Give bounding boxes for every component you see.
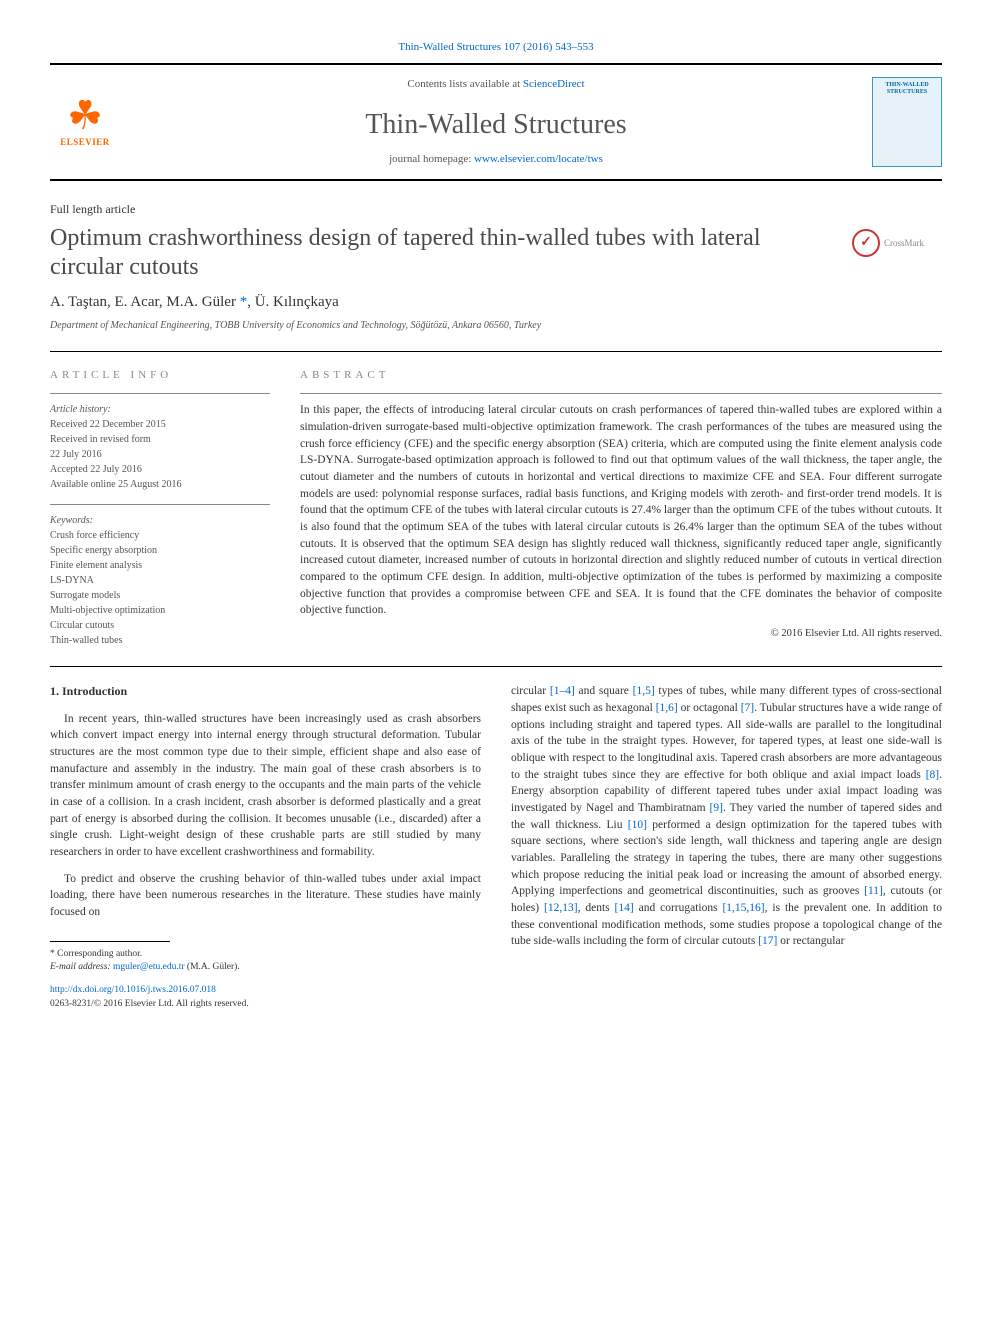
article-info-column: article info Article history: Received 2… bbox=[50, 368, 270, 648]
history-line: 22 July 2016 bbox=[50, 447, 270, 462]
body-paragraph: circular [1–4] and square [1,5] types of… bbox=[511, 683, 942, 950]
ref-link[interactable]: [9] bbox=[710, 802, 723, 814]
journal-cover-thumbnail: THIN-WALLED STRUCTURES bbox=[872, 77, 942, 167]
body-paragraph: In recent years, thin-walled structures … bbox=[50, 711, 481, 861]
keywords-label: Keywords: bbox=[50, 513, 270, 528]
keyword: Surrogate models bbox=[50, 588, 270, 603]
corresponding-footnote: * Corresponding author. E-mail address: … bbox=[50, 948, 481, 975]
article-history: Article history: Received 22 December 20… bbox=[50, 393, 270, 492]
section-heading-intro: 1. Introduction bbox=[50, 683, 481, 700]
ref-link[interactable]: [7] bbox=[741, 702, 754, 714]
keyword: Thin-walled tubes bbox=[50, 633, 270, 648]
ref-link[interactable]: [1,5] bbox=[633, 685, 655, 697]
homepage-line: journal homepage: www.elsevier.com/locat… bbox=[120, 152, 872, 167]
body-paragraph: To predict and observe the crushing beha… bbox=[50, 871, 481, 921]
elsevier-label: ELSEVIER bbox=[60, 136, 110, 149]
keywords-block: Keywords: Crush force efficiency Specifi… bbox=[50, 504, 270, 648]
abstract-copyright: © 2016 Elsevier Ltd. All rights reserved… bbox=[300, 627, 942, 642]
body-two-column: 1. Introduction In recent years, thin-wa… bbox=[50, 683, 942, 1012]
ref-link[interactable]: [10] bbox=[628, 819, 647, 831]
keyword: Specific energy absorption bbox=[50, 543, 270, 558]
keyword: Circular cutouts bbox=[50, 618, 270, 633]
ref-link[interactable]: [11] bbox=[864, 885, 883, 897]
footnote-divider bbox=[50, 941, 170, 942]
article-type: Full length article bbox=[50, 201, 942, 218]
body-column-right: circular [1–4] and square [1,5] types of… bbox=[511, 683, 942, 1012]
keyword: LS-DYNA bbox=[50, 573, 270, 588]
citation-link[interactable]: Thin-Walled Structures 107 (2016) 543–55… bbox=[398, 41, 593, 53]
elsevier-logo: ☘ ELSEVIER bbox=[50, 82, 120, 162]
keyword: Crush force efficiency bbox=[50, 528, 270, 543]
cover-title: THIN-WALLED STRUCTURES bbox=[877, 82, 937, 95]
article-info-heading: article info bbox=[50, 368, 270, 383]
ref-link[interactable]: [8] bbox=[926, 769, 939, 781]
homepage-link[interactable]: www.elsevier.com/locate/tws bbox=[474, 153, 603, 165]
history-line: Received 22 December 2015 bbox=[50, 417, 270, 432]
body-column-left: 1. Introduction In recent years, thin-wa… bbox=[50, 683, 481, 1012]
divider bbox=[50, 666, 942, 667]
elsevier-tree-icon: ☘ bbox=[67, 96, 103, 136]
page-header-citation: Thin-Walled Structures 107 (2016) 543–55… bbox=[50, 40, 942, 55]
ref-link[interactable]: [1,15,16] bbox=[722, 902, 764, 914]
history-label: Article history: bbox=[50, 402, 270, 417]
affiliation: Department of Mechanical Engineering, TO… bbox=[50, 319, 942, 333]
ref-link[interactable]: [14] bbox=[615, 902, 634, 914]
authors-line: A. Taştan, E. Acar, M.A. Güler *, Ü. Kıl… bbox=[50, 292, 942, 313]
corr-author-label: * Corresponding author. bbox=[50, 948, 481, 961]
divider bbox=[50, 351, 942, 352]
doi-link[interactable]: http://dx.doi.org/10.1016/j.tws.2016.07.… bbox=[50, 985, 216, 995]
keyword: Multi-objective optimization bbox=[50, 603, 270, 618]
history-line: Available online 25 August 2016 bbox=[50, 477, 270, 492]
keyword: Finite element analysis bbox=[50, 558, 270, 573]
abstract-text: In this paper, the effects of introducin… bbox=[300, 393, 942, 619]
ref-link[interactable]: [12,13] bbox=[544, 902, 578, 914]
issn-line: 0263-8231/© 2016 Elsevier Ltd. All right… bbox=[50, 998, 481, 1012]
sciencedirect-link[interactable]: ScienceDirect bbox=[523, 78, 585, 90]
doi-block: http://dx.doi.org/10.1016/j.tws.2016.07.… bbox=[50, 984, 481, 1012]
contents-line: Contents lists available at ScienceDirec… bbox=[120, 77, 872, 92]
journal-header: ☘ ELSEVIER Contents lists available at S… bbox=[50, 63, 942, 181]
email-link[interactable]: mguler@etu.edu.tr bbox=[113, 962, 185, 972]
journal-name: Thin-Walled Structures bbox=[120, 105, 872, 144]
crossmark-icon: ✓ bbox=[852, 229, 880, 257]
history-line: Accepted 22 July 2016 bbox=[50, 462, 270, 477]
ref-link[interactable]: [1–4] bbox=[550, 685, 575, 697]
ref-link[interactable]: [1,6] bbox=[656, 702, 678, 714]
corr-email-line: E-mail address: mguler@etu.edu.tr (M.A. … bbox=[50, 961, 481, 974]
ref-link[interactable]: [17] bbox=[758, 935, 777, 947]
abstract-heading: abstract bbox=[300, 368, 942, 383]
crossmark-label: CrossMark bbox=[884, 237, 924, 250]
crossmark-badge[interactable]: ✓ CrossMark bbox=[852, 228, 942, 258]
article-title: Optimum crashworthiness design of tapere… bbox=[50, 224, 832, 282]
history-line: Received in revised form bbox=[50, 432, 270, 447]
abstract-column: abstract In this paper, the effects of i… bbox=[300, 368, 942, 648]
